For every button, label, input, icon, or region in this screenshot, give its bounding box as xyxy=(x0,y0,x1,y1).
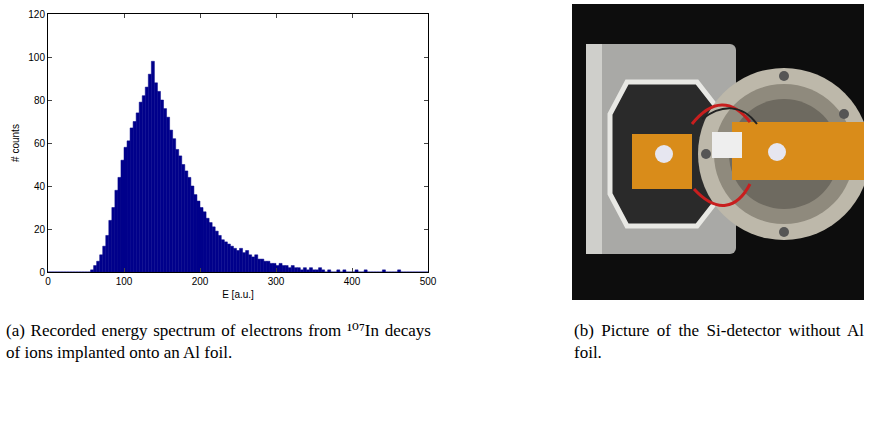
svg-text:40: 40 xyxy=(34,181,46,192)
svg-text:100: 100 xyxy=(116,276,133,287)
svg-text:500: 500 xyxy=(420,276,437,287)
svg-text:0: 0 xyxy=(45,276,51,287)
svg-text:E [a.u.]: E [a.u.] xyxy=(222,289,254,300)
svg-text:20: 20 xyxy=(34,224,46,235)
svg-text:400: 400 xyxy=(344,276,361,287)
svg-text:100: 100 xyxy=(28,52,45,63)
svg-text:80: 80 xyxy=(34,95,46,106)
svg-text:0: 0 xyxy=(39,267,45,278)
svg-text:300: 300 xyxy=(268,276,285,287)
svg-text:# counts: # counts xyxy=(10,124,21,162)
svg-text:200: 200 xyxy=(192,276,209,287)
svg-text:120: 120 xyxy=(28,9,45,20)
html-text:(b) Picture of the Si-detector: (b) Picture of the Si-detector without A… xyxy=(574,321,864,362)
svg-text:60: 60 xyxy=(34,138,46,149)
html-text:(a) Recorded energy spectrum o: (a) Recorded energy spectrum of electron… xyxy=(6,321,431,362)
